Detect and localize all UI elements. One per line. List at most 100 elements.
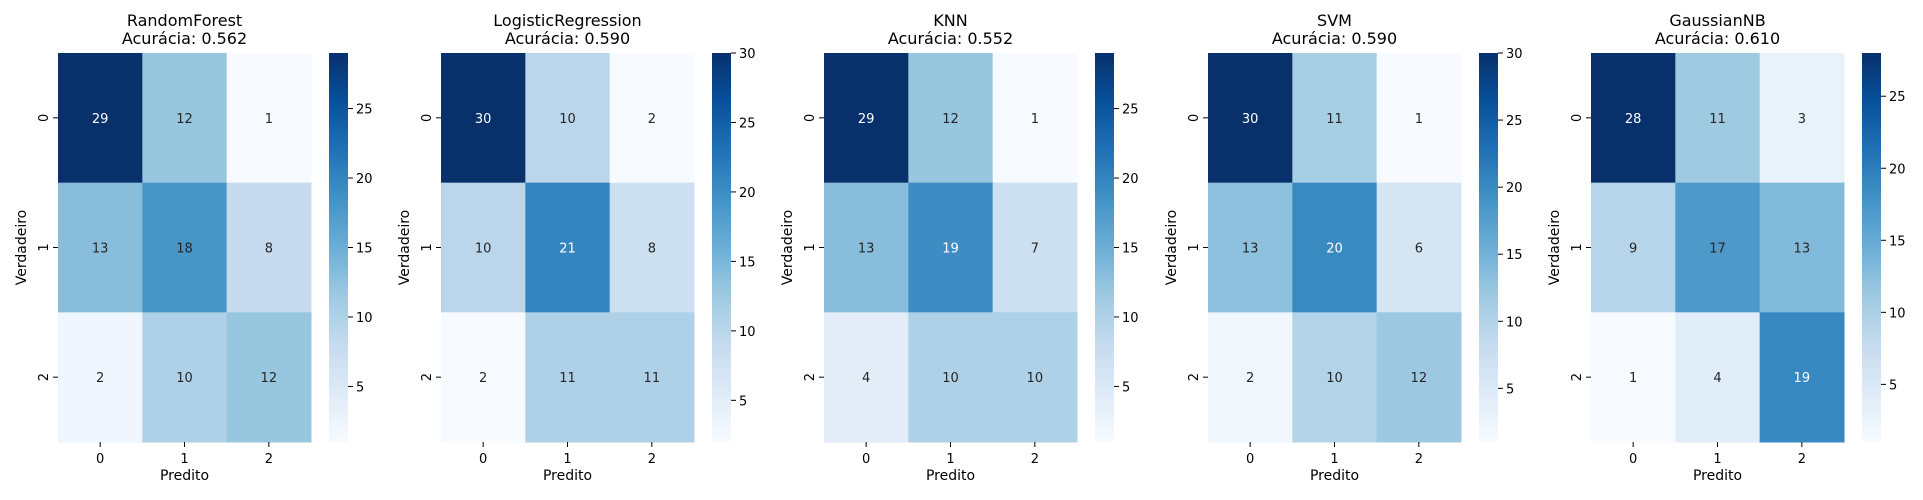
heatmap-cell — [1759, 182, 1845, 313]
heatmap-cell — [441, 312, 526, 443]
colorbar-tick-label: 25 — [356, 103, 373, 118]
x-axis-label: Predito — [926, 468, 975, 484]
y-axis-label: Verdadeiro — [780, 210, 796, 285]
colorbar-tick-label: 10 — [1122, 311, 1139, 326]
colorbar-tick-label: 5 — [1506, 382, 1514, 397]
cell-value-label: 4 — [862, 371, 870, 386]
cell-value-label: 28 — [1625, 112, 1642, 127]
heatmap-cell — [142, 182, 228, 313]
panel-subtitle: Acurácia: 0.562 — [122, 29, 247, 48]
heatmap-cell — [525, 312, 611, 443]
cell-value-label: 11 — [1709, 112, 1726, 127]
heatmap-cell — [226, 312, 312, 443]
heatmap-cell — [992, 312, 1078, 443]
cell-value-label: 4 — [1713, 371, 1721, 386]
cell-value-label: 2 — [1246, 371, 1254, 386]
colorbar — [1479, 53, 1498, 442]
heatmap-cell — [908, 182, 994, 313]
colorbar-tick-label: 25 — [1122, 103, 1139, 118]
cell-value-label: 19 — [942, 242, 959, 257]
y-tick-label: 1 — [803, 243, 818, 251]
y-tick-label: 1 — [420, 243, 435, 251]
x-axis-label: Predito — [160, 468, 209, 484]
heatmap-cell — [824, 312, 909, 443]
colorbar-tick-label: 5 — [356, 380, 364, 395]
heatmap-cell — [1292, 53, 1378, 184]
y-axis-label: Verdadeiro — [14, 210, 30, 285]
cell-value-label: 12 — [942, 112, 959, 127]
cell-value-label: 1 — [1415, 112, 1423, 127]
x-tick-label: 2 — [648, 452, 656, 467]
y-tick-label: 2 — [803, 373, 818, 381]
colorbar-tick-label: 20 — [1122, 172, 1139, 187]
heatmap-cell — [58, 182, 143, 313]
cell-value-label: 10 — [559, 112, 576, 127]
colorbar-tick-label: 5 — [1889, 378, 1897, 393]
panel-subtitle: Acurácia: 0.590 — [1272, 29, 1397, 48]
cell-value-label: 10 — [942, 371, 959, 386]
heatmap-cell — [992, 182, 1078, 313]
heatmap-cell — [1208, 312, 1293, 443]
x-tick-label: 1 — [1713, 452, 1721, 467]
heatmap-cell — [142, 53, 228, 184]
y-tick-label: 0 — [37, 114, 52, 122]
y-axis-label: Verdadeiro — [1547, 210, 1563, 285]
cell-value-label: 12 — [1411, 371, 1428, 386]
cell-value-label: 11 — [1326, 112, 1343, 127]
cell-value-label: 12 — [261, 371, 278, 386]
heatmap-cell — [1759, 312, 1845, 443]
colorbar-tick-label: 20 — [1506, 181, 1523, 196]
cell-value-label: 3 — [1798, 112, 1806, 127]
x-tick-label: 2 — [1031, 452, 1039, 467]
x-tick-label: 0 — [1246, 452, 1254, 467]
y-tick-label: 0 — [803, 114, 818, 122]
colorbar-tick-label: 10 — [356, 311, 373, 326]
heatmap-cell — [1376, 182, 1462, 313]
colorbar — [1862, 53, 1881, 442]
cell-value-label: 2 — [648, 112, 656, 127]
cell-value-label: 30 — [1242, 112, 1259, 127]
y-tick-label: 1 — [37, 243, 52, 251]
cell-value-label: 10 — [1326, 371, 1343, 386]
y-tick-label: 2 — [1187, 373, 1202, 381]
x-tick-label: 2 — [1415, 452, 1423, 467]
heatmap-cell — [226, 53, 312, 184]
heatmap-cell — [525, 182, 611, 313]
cell-value-label: 13 — [858, 242, 875, 257]
cell-value-label: 11 — [559, 371, 576, 386]
panel-title: LogisticRegression — [493, 11, 641, 30]
heatmap-cell — [908, 53, 994, 184]
y-tick-label: 2 — [37, 373, 52, 381]
colorbar — [1095, 53, 1114, 442]
panel-title: GaussianNB — [1669, 11, 1765, 30]
x-tick-label: 0 — [862, 452, 870, 467]
y-tick-label: 2 — [1570, 373, 1585, 381]
colorbar-tick-label: 5 — [739, 394, 747, 409]
heatmap-cell — [441, 53, 526, 184]
colorbar-tick-label: 15 — [1506, 248, 1523, 263]
cell-value-label: 13 — [1242, 242, 1259, 257]
heatmap-cell — [1591, 312, 1676, 443]
x-tick-label: 1 — [1330, 452, 1338, 467]
cell-value-label: 21 — [559, 242, 576, 257]
cell-value-label: 7 — [1031, 242, 1039, 257]
colorbar-tick-label: 25 — [1889, 90, 1906, 105]
cell-value-label: 11 — [644, 371, 661, 386]
heatmap-cell — [1292, 182, 1378, 313]
cell-value-label: 10 — [1027, 371, 1044, 386]
colorbar-tick-label: 20 — [356, 172, 373, 187]
heatmap-cell — [609, 312, 695, 443]
y-axis-label: Verdadeiro — [397, 210, 413, 285]
y-tick-label: 0 — [1570, 114, 1585, 122]
cell-value-label: 9 — [1629, 242, 1637, 257]
x-tick-label: 1 — [946, 452, 954, 467]
heatmap-cell — [525, 53, 611, 184]
colorbar-tick-label: 20 — [1889, 162, 1906, 177]
cell-value-label: 2 — [96, 371, 104, 386]
cell-value-label: 20 — [1326, 242, 1343, 257]
cell-value-label: 10 — [176, 371, 193, 386]
heatmap-cell — [609, 182, 695, 313]
